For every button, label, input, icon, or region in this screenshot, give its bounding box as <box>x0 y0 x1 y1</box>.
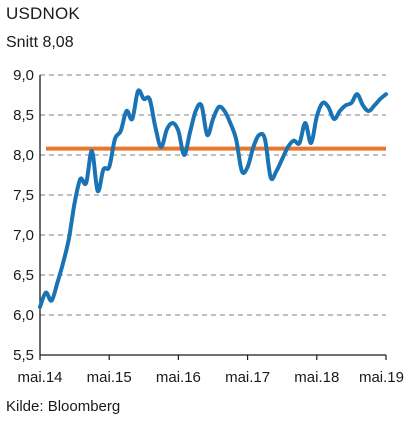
y-tick-label: 7,0 <box>13 227 34 244</box>
y-tick-labels: 5,5 6,0 6,5 7,0 7,5 8,0 8,5 9,0 <box>13 67 34 364</box>
x-tick-label: mai.18 <box>294 369 339 386</box>
x-tick-label: mai.17 <box>225 369 270 386</box>
chart-subtitle: Snitt 8,08 <box>6 34 74 51</box>
grid-lines <box>40 74 386 316</box>
x-tick-label: mai.15 <box>87 369 132 386</box>
chart-title: USDNOK <box>6 4 80 23</box>
source-note: Kilde: Bloomberg <box>6 398 121 415</box>
x-tick-label: mai.19 <box>359 369 404 386</box>
series-line <box>38 88 388 309</box>
y-tick-label: 8,5 <box>13 107 34 124</box>
x-tick-labels: mai.14 mai.15 mai.16 mai.17 mai.18 mai.19 <box>17 369 404 386</box>
y-tick-label: 7,5 <box>13 187 34 204</box>
y-tick-label: 5,5 <box>13 347 34 364</box>
x-tick-label: mai.14 <box>17 369 62 386</box>
series-group <box>38 88 388 309</box>
x-tick-label: mai.16 <box>156 369 201 386</box>
y-tick-label: 8,0 <box>13 147 34 164</box>
y-tick-label: 9,0 <box>13 67 34 84</box>
y-tick-label: 6,5 <box>13 267 34 284</box>
y-tick-label: 6,0 <box>13 307 34 324</box>
